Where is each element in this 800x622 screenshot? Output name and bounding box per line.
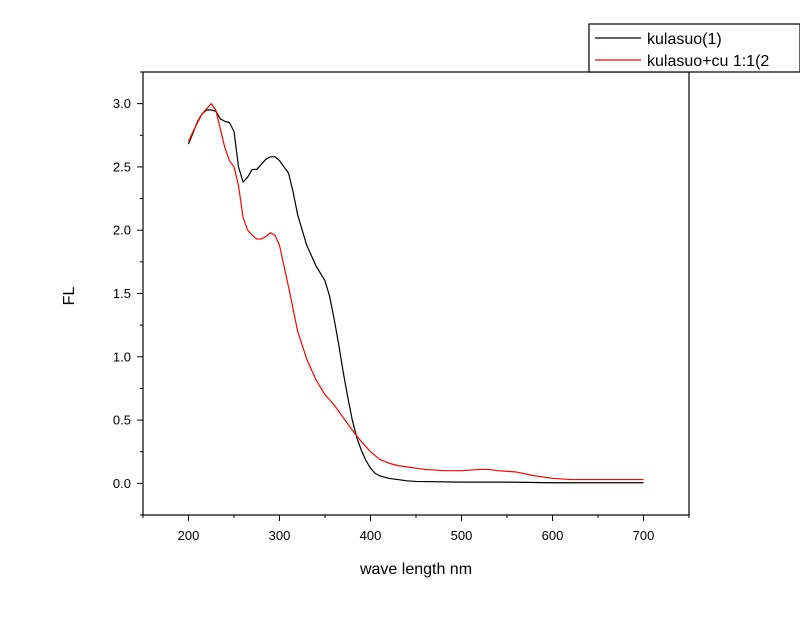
x-tick-label: 200 (178, 528, 200, 543)
x-tick-label: 300 (269, 528, 291, 543)
y-tick-label: 1.0 (113, 349, 131, 364)
legend-label: kulasuo(1) (647, 31, 722, 48)
y-axis-label: FL (61, 287, 78, 306)
plot-frame (142, 71, 690, 516)
y-tick-label: 2.0 (113, 223, 131, 238)
y-tick-label: 0.5 (113, 413, 131, 428)
y-tick-label: 2.5 (113, 159, 131, 174)
x-tick-label: 600 (542, 528, 564, 543)
legend-label: kulasuo+cu 1:1(2 (647, 53, 769, 70)
legend: kulasuo(1) kulasuo+cu 1:1(2 (588, 23, 800, 73)
x-tick-label: 500 (451, 528, 473, 543)
x-tick-label: 400 (360, 528, 382, 543)
legend-box (588, 23, 800, 73)
y-tick-label: 1.5 (113, 286, 131, 301)
y-tick-label: 3.0 (113, 96, 131, 111)
y-tick-label: 0.0 (113, 476, 131, 491)
series-line-1 (187, 109, 644, 484)
x-axis-label: wave length nm (359, 561, 472, 578)
series-line-2 (187, 103, 644, 481)
x-tick-label: 700 (633, 528, 655, 543)
